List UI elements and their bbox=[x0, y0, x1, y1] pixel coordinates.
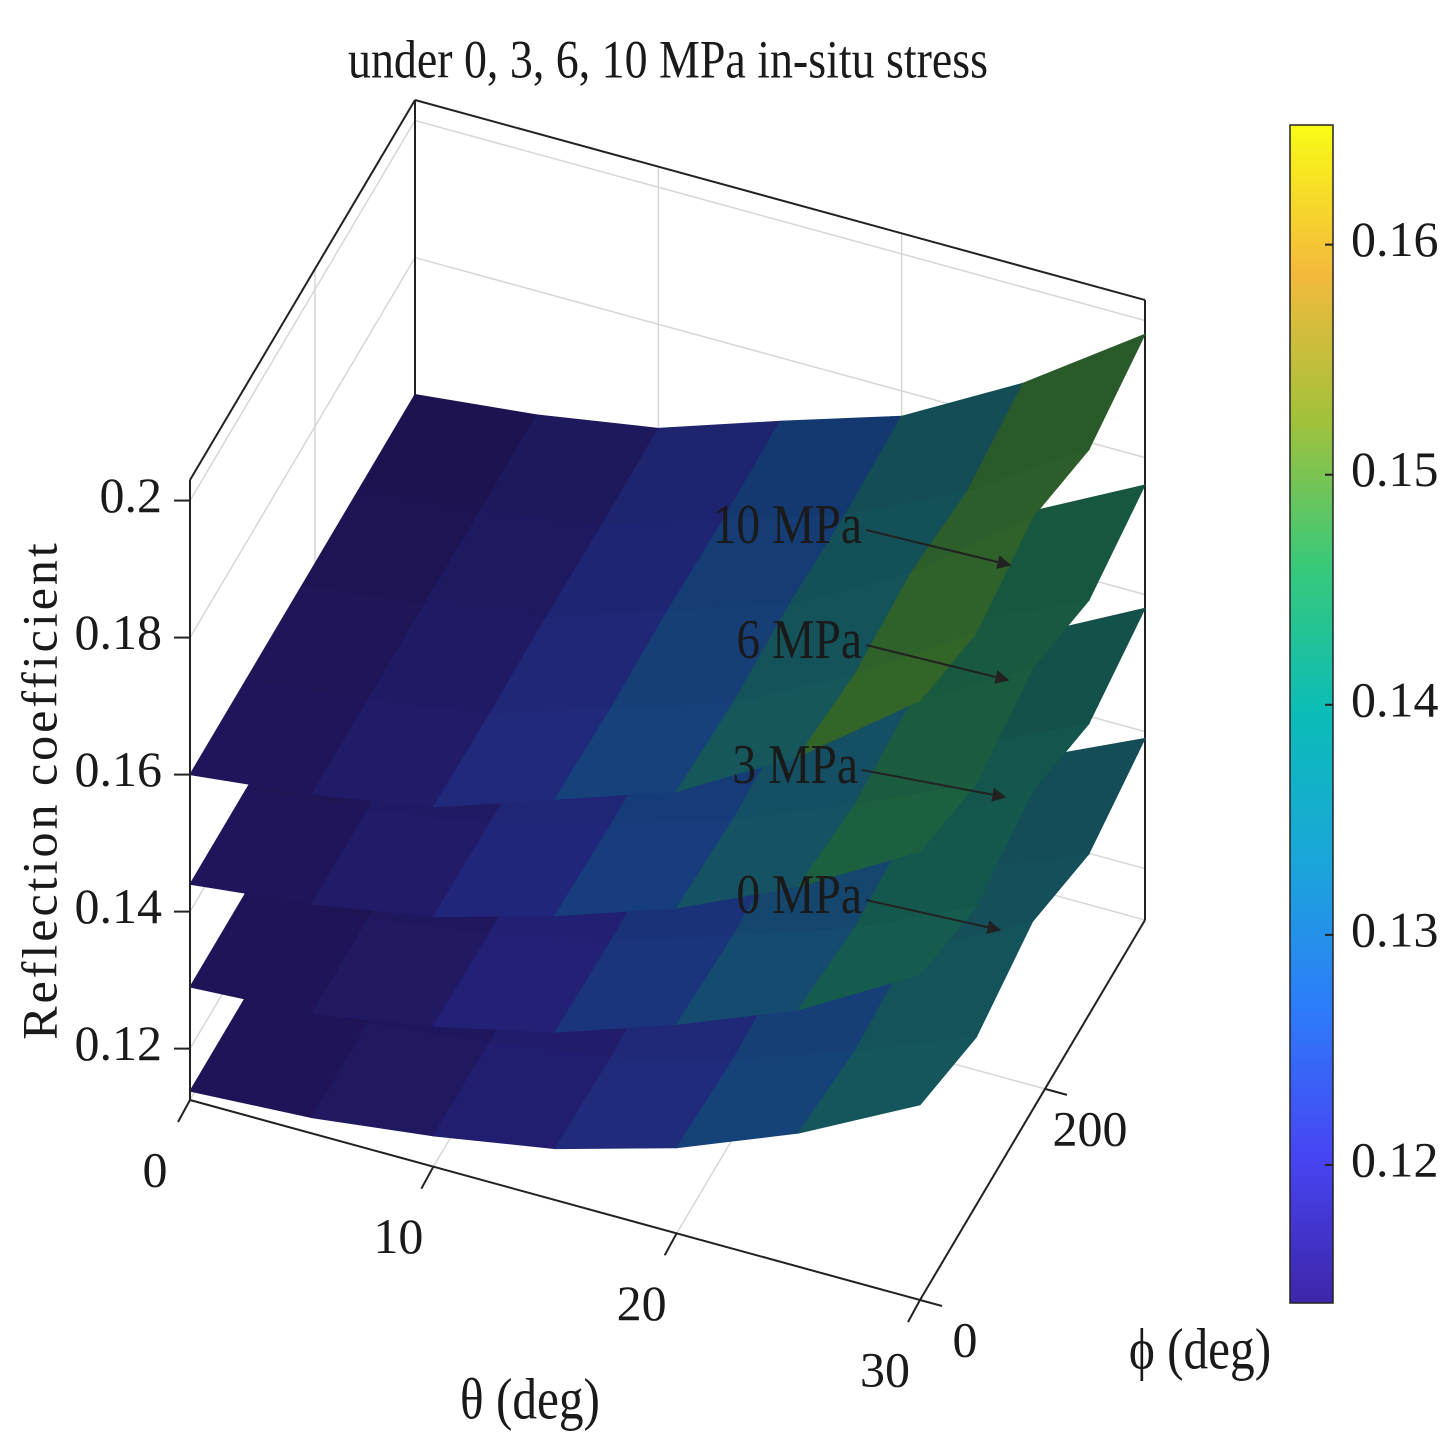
annotation: 0 MPa bbox=[736, 864, 862, 925]
axis-layer: 0 10 20 30 0 200 0.12 0.14 0.16 0.18 0.2 10 MPa 6 MP… bbox=[75, 124, 1439, 1397]
x-axis-label: θ (deg) bbox=[460, 1367, 600, 1432]
annotation-arrow bbox=[865, 644, 1010, 684]
x-tick bbox=[907, 1299, 921, 1323]
annotation: 6 MPa bbox=[736, 609, 862, 670]
y-tick-label: 0 bbox=[953, 1311, 978, 1367]
colorbar-tick-label: 0.13 bbox=[1351, 901, 1439, 957]
y-axis-label: ϕ (deg) bbox=[1129, 1317, 1271, 1382]
z-tick-label: 0.18 bbox=[75, 604, 163, 660]
annotation-arrow bbox=[865, 899, 1002, 935]
surface-layer bbox=[189, 333, 1147, 1150]
y-tick bbox=[1044, 1087, 1068, 1096]
box-edge bbox=[414, 99, 1146, 301]
box-edge bbox=[189, 99, 416, 481]
z-tick-label: 0.12 bbox=[75, 1015, 163, 1071]
z-tick-label: 0.2 bbox=[100, 467, 163, 523]
x-axis-line bbox=[189, 1099, 921, 1301]
colorbar-tick-label: 0.15 bbox=[1351, 441, 1439, 497]
z-tick-label: 0.16 bbox=[75, 741, 163, 797]
x-tick-label: 10 bbox=[373, 1208, 423, 1264]
y-tick bbox=[919, 1299, 943, 1307]
x-tick-label: 20 bbox=[617, 1275, 667, 1331]
x-tick bbox=[420, 1166, 435, 1190]
colorbar-tick-label: 0.12 bbox=[1351, 1131, 1439, 1187]
y-tick-label: 200 bbox=[1053, 1100, 1128, 1156]
colorbar-tick-label: 0.14 bbox=[1351, 671, 1439, 727]
annotation-arrow bbox=[861, 769, 1007, 802]
x-tick-label: 0 bbox=[143, 1141, 168, 1197]
chart-title: under 0, 3, 6, 10 MPa in-situ stress bbox=[348, 29, 988, 89]
annotation: 10 MPa bbox=[713, 494, 862, 555]
colorbar bbox=[1289, 124, 1334, 1304]
surface-patch bbox=[797, 906, 978, 1011]
surface-patch bbox=[797, 1036, 978, 1134]
annotation: 3 MPa bbox=[732, 734, 858, 795]
surface-patch bbox=[797, 782, 978, 888]
z-tick-label: 0.14 bbox=[75, 878, 163, 934]
colorbar-tick-label: 0.16 bbox=[1351, 211, 1439, 267]
z-axis-label: Reflection coefficient bbox=[11, 540, 67, 1040]
x-tick bbox=[177, 1099, 191, 1123]
y-axis-line bbox=[919, 919, 1146, 1301]
x-tick bbox=[663, 1232, 678, 1256]
x-tick-label: 30 bbox=[860, 1341, 910, 1397]
surface-patch bbox=[796, 631, 978, 758]
annotation-arrow bbox=[865, 529, 1012, 569]
